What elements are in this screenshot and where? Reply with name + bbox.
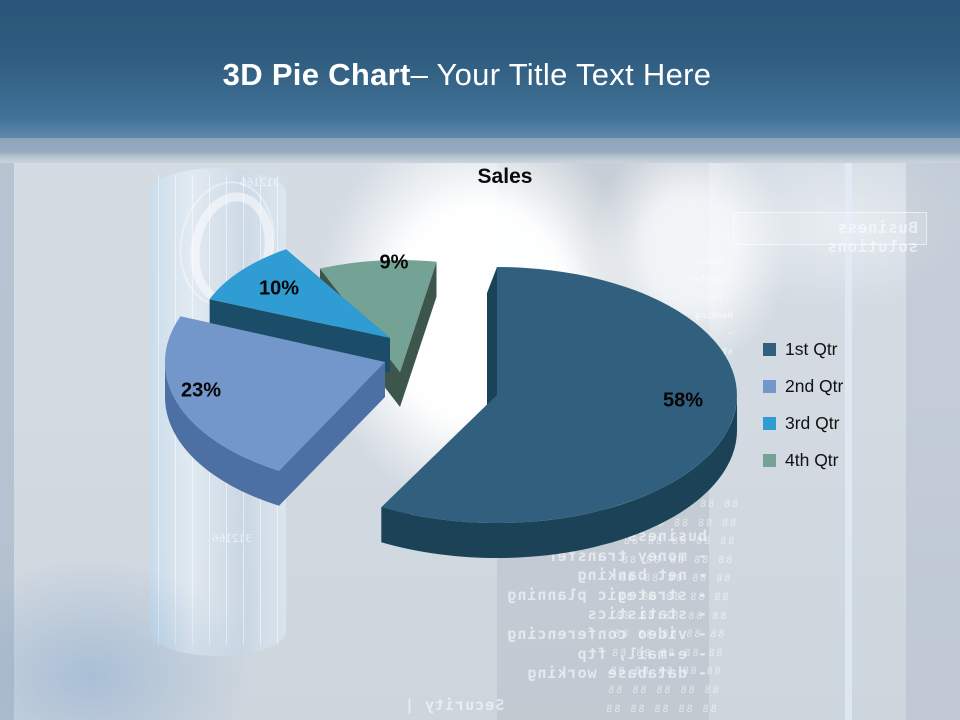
background-glow: [700, 140, 960, 310]
slide-title: 3D Pie Chart– Your Title Text Here: [223, 57, 712, 93]
pie-label-3rd-qtr: 10%: [258, 277, 300, 300]
chart-legend: 1st Qtr 2nd Qtr 3rd Qtr 4th Qtr: [763, 331, 843, 479]
legend-item-3rd-qtr: 3rd Qtr: [763, 405, 843, 442]
background-right-edge-band: [906, 150, 960, 720]
pie-label-1st-qtr: 58%: [662, 389, 704, 412]
slide-title-bold: 3D Pie Chart: [222, 57, 411, 92]
legend-swatch-1st-qtr: [763, 343, 776, 356]
legend-swatch-2nd-qtr: [763, 380, 776, 393]
pie-slice-3rd-qtr: [209, 249, 390, 338]
slide-title-rest: – Your Title Text Here: [410, 57, 712, 92]
background-vertical-line: [845, 155, 852, 720]
pie-slice-2nd-qtr-rim: [164, 362, 279, 506]
legend-swatch-4th-qtr: [763, 454, 776, 467]
pie-slice-2nd-qtr: [164, 316, 385, 471]
pie-label-2nd-qtr: 23%: [180, 379, 222, 402]
legend-label: 1st Qtr: [785, 339, 838, 359]
background-left-edge-band: [0, 138, 14, 720]
legend-item-1st-qtr: 1st Qtr: [763, 331, 843, 368]
legend-label: 4th Qtr: [785, 450, 839, 470]
legend-label: 2nd Qtr: [785, 376, 844, 396]
pie-slice-1st-qtr-rim: [381, 395, 737, 559]
legend-item-2nd-qtr: 2nd Qtr: [763, 368, 843, 405]
legend-label: 3rd Qtr: [785, 413, 840, 433]
pie-label-4th-qtr: 9%: [379, 251, 409, 274]
pie-slice-4th-qtr: [320, 260, 437, 372]
chart-title: Sales: [477, 165, 533, 188]
pie-slice-4th-qtr-wall-end: [400, 261, 437, 407]
pie-slice-2nd-qtr-wall-start: [279, 362, 385, 506]
legend-item-4th-qtr: 4th Qtr: [763, 442, 843, 479]
legend-swatch-3rd-qtr: [763, 417, 776, 430]
slide-header: 3D Pie Chart– Your Title Text Here: [0, 0, 960, 138]
pie-slice-1st-qtr: [381, 267, 737, 523]
background-blue-tint: [0, 560, 250, 720]
header-divider-strip: [0, 138, 960, 163]
pie-slice-1st-qtr-wall-start: [487, 267, 497, 421]
